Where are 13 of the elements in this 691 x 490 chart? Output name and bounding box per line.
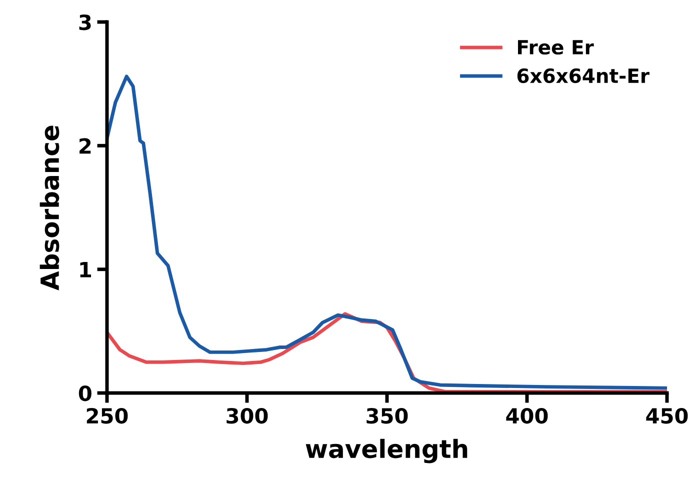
y-tick-label: 2: [80, 138, 91, 154]
y-axis-title: Absorbance: [40, 126, 60, 290]
x-axis-title: wavelength: [306, 438, 468, 464]
y-tick-label: 1: [80, 262, 91, 278]
x-tick-label: 350: [366, 408, 408, 424]
x-tick-label: 450: [646, 408, 688, 424]
y-tick-label: 0: [78, 385, 92, 402]
legend-label: Free Er: [518, 40, 594, 55]
x-tick-label: 250: [86, 408, 128, 424]
x-tick-label: 400: [506, 408, 548, 424]
y-tick-label: 3: [79, 14, 91, 30]
x-tick-label: 300: [226, 408, 268, 424]
legend-label: 6x6x64nt-Er: [517, 68, 650, 84]
